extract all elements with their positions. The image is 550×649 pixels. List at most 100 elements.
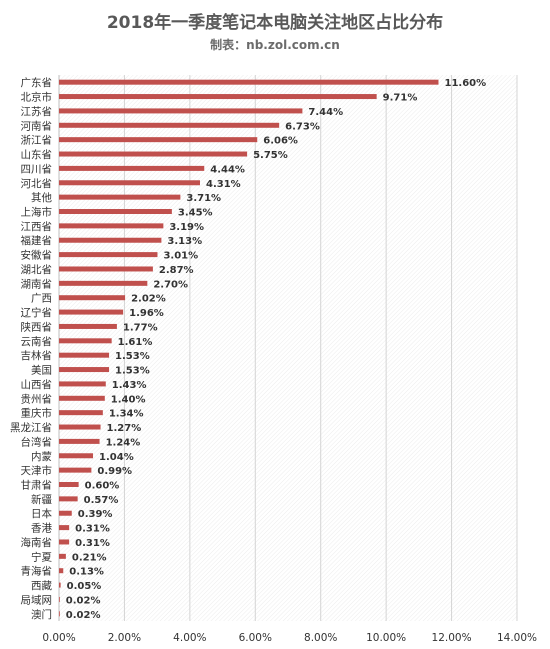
category-label: 辽宁省 [21, 306, 53, 319]
x-tick-label: 4.00% [173, 632, 206, 644]
category-label: 湖北省 [21, 263, 53, 276]
category-label: 山西省 [21, 378, 53, 391]
bar [59, 568, 64, 574]
plot-area [59, 75, 517, 621]
category-label: 吉林省 [21, 349, 53, 362]
category-label: 江西省 [21, 220, 53, 233]
category-label: 其他 [31, 191, 52, 204]
x-tick-label: 0.00% [42, 632, 75, 644]
category-label: 甘肃省 [21, 479, 53, 492]
category-label: 日本 [31, 507, 52, 520]
bar [59, 395, 105, 401]
category-label: 江苏省 [21, 105, 53, 118]
data-label: 6.73% [285, 121, 320, 132]
bar [59, 223, 164, 229]
x-tick-label: 2.00% [108, 632, 141, 644]
chart-subtitle: 制表：nb.zol.com.cn [210, 38, 340, 52]
bar [59, 266, 153, 272]
data-label: 1.27% [107, 423, 142, 434]
category-label: 宁夏 [31, 550, 52, 563]
category-label: 澳门 [31, 608, 52, 621]
x-tick-label: 6.00% [239, 632, 272, 644]
category-label: 上海市 [21, 206, 53, 219]
category-label: 美国 [31, 364, 52, 377]
bar [59, 482, 79, 487]
category-label: 海南省 [21, 536, 53, 549]
bar [59, 237, 162, 243]
data-label: 7.44% [308, 107, 343, 118]
bar [59, 582, 61, 588]
data-label: 9.71% [383, 93, 418, 104]
bar [59, 381, 106, 387]
data-label: 1.96% [129, 308, 164, 319]
data-label: 3.13% [167, 236, 202, 247]
data-label: 4.44% [210, 164, 245, 175]
bar [59, 165, 205, 171]
bar [59, 137, 258, 143]
category-label: 福建省 [21, 234, 53, 247]
x-tick-label: 10.00% [366, 632, 406, 644]
bar [59, 122, 280, 128]
data-label: 0.39% [78, 509, 113, 520]
data-label: 2.02% [131, 294, 166, 305]
bar [59, 194, 181, 200]
bar [59, 424, 101, 430]
data-label: 0.02% [66, 595, 101, 606]
data-label: 1.04% [99, 452, 134, 463]
data-label: 1.34% [109, 409, 144, 420]
bar [59, 611, 60, 617]
data-label: 1.77% [123, 322, 158, 333]
bar [59, 79, 439, 85]
data-label: 0.02% [66, 610, 101, 621]
category-label: 广西 [31, 293, 52, 305]
bar [59, 295, 126, 301]
bar [59, 453, 94, 459]
data-label: 0.13% [69, 567, 104, 578]
category-label: 浙江省 [21, 134, 53, 147]
bar [59, 496, 78, 502]
data-label: 1.24% [106, 437, 141, 448]
data-label: 4.31% [206, 179, 241, 190]
category-label: 湖南省 [21, 277, 53, 290]
data-label: 0.60% [85, 481, 120, 492]
data-label: 0.57% [84, 495, 119, 506]
category-label: 西藏 [31, 580, 52, 592]
data-label: 1.61% [118, 337, 153, 348]
data-label: 0.31% [75, 538, 110, 549]
data-label: 0.05% [67, 581, 102, 592]
x-tick-label: 8.00% [304, 632, 337, 644]
bar [59, 180, 200, 186]
category-label: 贵州省 [21, 392, 53, 405]
data-label: 0.31% [75, 524, 110, 535]
category-label: 广东省 [21, 76, 53, 89]
category-label: 安徽省 [21, 249, 53, 262]
category-label: 新疆 [31, 493, 52, 506]
data-label: 2.70% [153, 279, 188, 290]
bar [59, 280, 148, 286]
data-label: 1.40% [111, 394, 146, 405]
category-label: 四川省 [21, 162, 53, 175]
bar [59, 209, 172, 214]
category-label: 山东省 [21, 148, 53, 161]
data-label: 11.60% [444, 78, 486, 89]
data-label: 3.71% [186, 193, 221, 204]
data-label: 0.99% [97, 466, 132, 477]
data-label: 6.06% [263, 136, 298, 147]
category-label: 黑龙江省 [10, 421, 52, 434]
category-label: 天津市 [21, 464, 53, 477]
data-label: 2.87% [159, 265, 194, 276]
category-label: 北京市 [21, 91, 53, 104]
bar [59, 467, 92, 473]
category-label: 河南省 [21, 119, 53, 132]
bar [59, 410, 103, 416]
data-label: 1.53% [115, 366, 150, 377]
bar [59, 108, 303, 114]
category-label: 青海省 [21, 565, 53, 578]
bar [59, 323, 117, 329]
chart-title: 2018年一季度笔记本电脑关注地区占比分布 [106, 13, 444, 33]
data-label: 0.21% [72, 552, 107, 563]
bar [59, 510, 72, 516]
bar [59, 94, 377, 100]
category-label: 陕西省 [21, 320, 53, 333]
